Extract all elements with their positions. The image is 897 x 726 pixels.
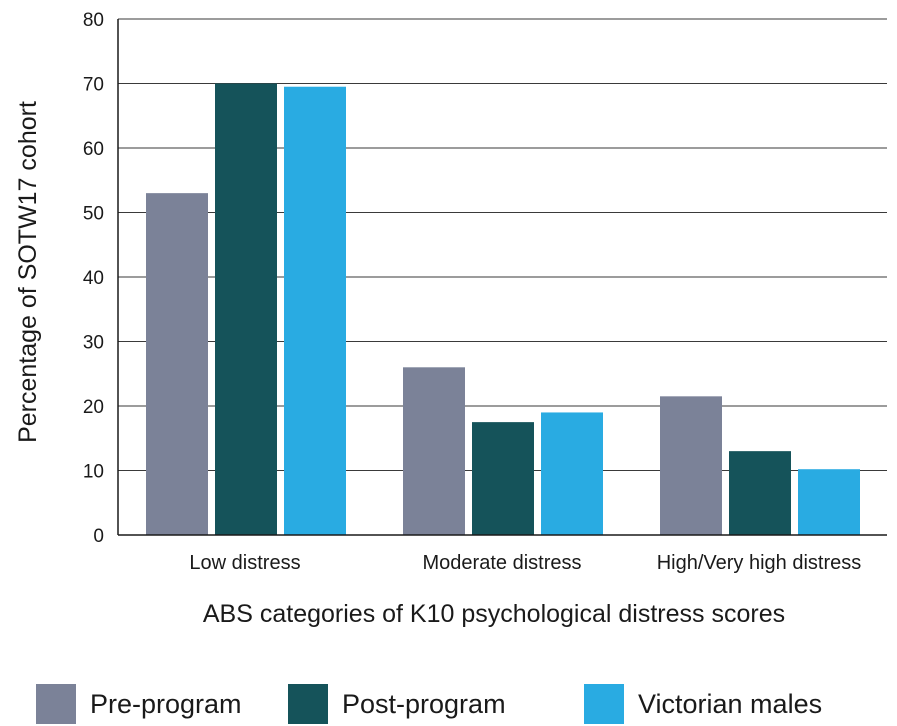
legend-item-post-program: Post-program xyxy=(288,684,506,724)
bar-post-program-high-very-high-distress xyxy=(729,451,791,535)
y-tick-label-80: 80 xyxy=(83,10,104,31)
y-tick-label-0: 0 xyxy=(93,526,104,547)
x-category-label: High/Very high distress xyxy=(657,552,862,574)
legend-item-pre-program: Pre-program xyxy=(36,684,242,724)
y-tick-labels: 0 10 20 30 40 50 60 70 80 xyxy=(83,10,104,547)
legend: Pre-program Post-program Victorian males xyxy=(0,684,897,726)
bar-pre-program-low-distress xyxy=(146,193,208,535)
y-tick-label-70: 70 xyxy=(83,75,104,96)
y-tick-label-50: 50 xyxy=(83,204,104,225)
x-axis-title: ABS categories of K10 psychological dist… xyxy=(203,600,785,628)
bar-victorian-males-low-distress xyxy=(284,86,346,535)
x-category-label: Moderate distress xyxy=(423,552,582,574)
axes xyxy=(117,19,887,536)
legend-swatch-pre-program xyxy=(36,684,76,724)
bar-pre-program-high-very-high-distress xyxy=(660,396,722,535)
x-category-label: Low distress xyxy=(189,552,300,574)
bars xyxy=(146,83,860,535)
y-tick-label-40: 40 xyxy=(83,268,104,289)
bar-victorian-males-high-very-high-distress xyxy=(798,469,860,535)
x-category-labels: Low distress Moderate distress High/Very h… xyxy=(189,552,861,574)
legend-label-post-program: Post-program xyxy=(342,688,506,719)
y-axis-title: Percentage of SOTW17 cohort xyxy=(14,101,42,443)
bar-post-program-low-distress xyxy=(215,83,277,535)
legend-item-victorian-males: Victorian males xyxy=(584,684,822,724)
bar-post-program-moderate-distress xyxy=(472,422,534,535)
legend-swatch-post-program xyxy=(288,684,328,724)
y-tick-label-10: 10 xyxy=(83,462,104,483)
legend-swatch-victorian-males xyxy=(584,684,624,724)
legend-label-pre-program: Pre-program xyxy=(90,688,242,719)
y-tick-label-60: 60 xyxy=(83,139,104,160)
legend-label-victorian-males: Victorian males xyxy=(638,688,823,719)
bar-pre-program-moderate-distress xyxy=(403,367,465,535)
bar-victorian-males-moderate-distress xyxy=(541,412,603,535)
y-tick-label-20: 20 xyxy=(83,397,104,418)
y-tick-label-30: 30 xyxy=(83,333,104,354)
